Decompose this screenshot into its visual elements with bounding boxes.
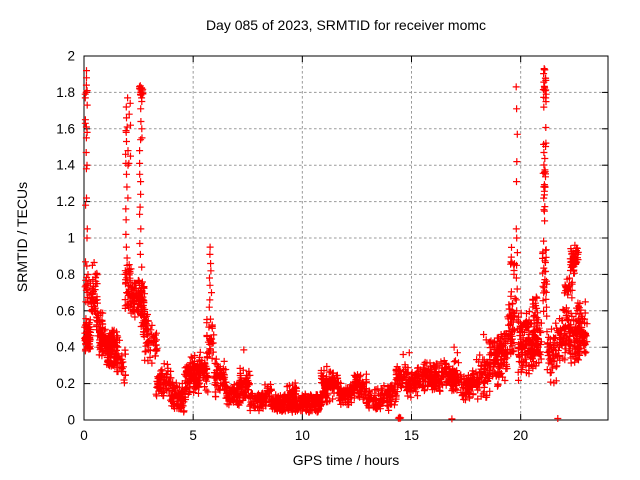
x-tick-label: 5: [189, 428, 197, 443]
y-tick-label: 0.6: [56, 303, 75, 318]
scatter-points: [81, 65, 591, 423]
y-tick-label: 0: [67, 413, 75, 428]
x-tick-label: 20: [513, 428, 528, 443]
x-tick-label: 0: [80, 428, 88, 443]
tick-labels: 00.20.40.60.811.21.41.61.820 5 10 15 20: [56, 49, 528, 444]
y-tick-label: 0.2: [56, 376, 75, 391]
y-axis-label: SRMTID / TECUs: [14, 181, 30, 293]
y-tick-label: 2: [67, 49, 75, 64]
chart-title: Day 085 of 2023, SRMTID for receiver mom…: [205, 17, 487, 33]
y-tick-label: 0.8: [56, 267, 75, 282]
y-tick-label: 1.8: [56, 85, 75, 100]
x-tick-label: 15: [404, 428, 419, 443]
x-axis-label: GPS time / hours: [292, 452, 400, 468]
y-tick-label: 0.4: [56, 340, 75, 355]
y-tick-label: 1.4: [56, 158, 75, 173]
y-tick-label: 1.2: [56, 194, 75, 209]
y-tick-label: 1: [67, 231, 75, 246]
y-tick-label: 1.6: [56, 121, 75, 136]
x-tick-label: 10: [295, 428, 310, 443]
